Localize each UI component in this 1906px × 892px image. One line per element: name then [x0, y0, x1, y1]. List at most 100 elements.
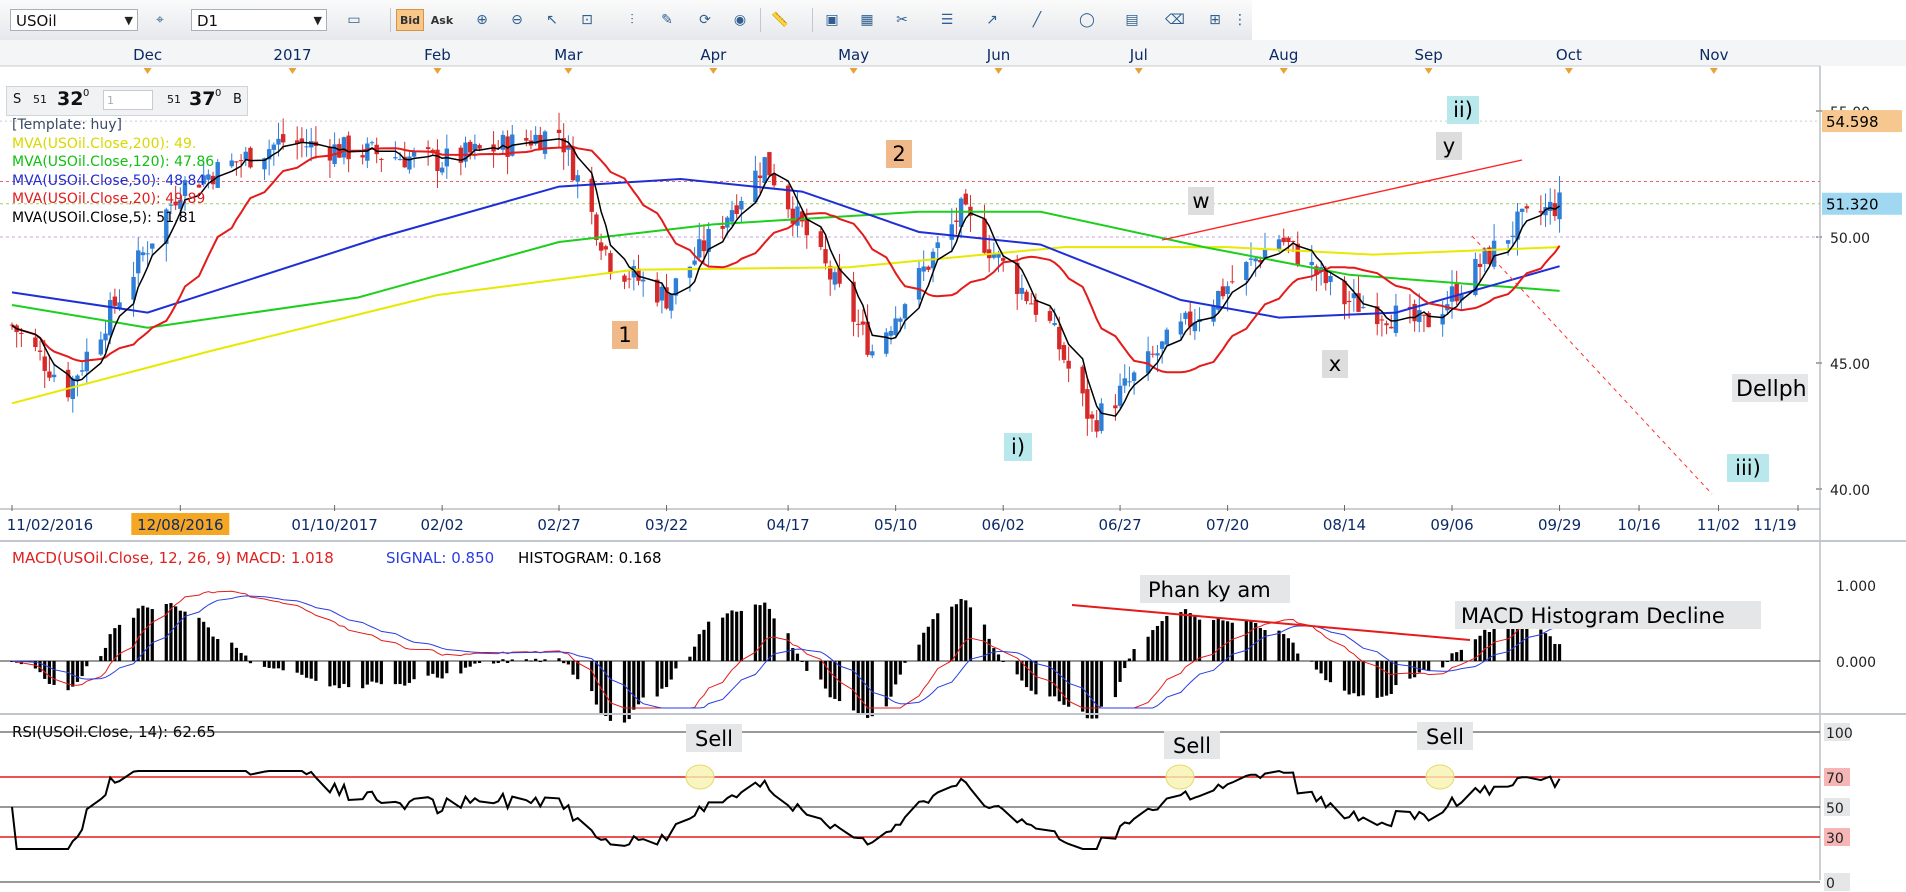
macd-hist-bar — [641, 661, 645, 698]
candle-body — [131, 276, 136, 300]
lot-input[interactable]: 1 — [103, 90, 153, 110]
macd-hist-bar — [1515, 624, 1520, 661]
buy-price-small: 51 — [167, 93, 181, 106]
macd-hist-bar — [1146, 636, 1150, 661]
macd-hist-bar — [739, 610, 743, 661]
bid-button[interactable]: Bid — [396, 9, 424, 31]
date-label: 10/16 — [1617, 516, 1660, 534]
date-label: 04/17 — [766, 516, 809, 534]
rsi-tick-label: 70 — [1826, 771, 1844, 787]
candle-body — [720, 225, 725, 229]
text-icon[interactable]: ▤ — [1125, 12, 1139, 28]
macd-hist-bar — [1024, 661, 1029, 688]
ruler-icon[interactable]: 📏 — [771, 12, 789, 28]
timeframe-select[interactable]: D1 ▼ — [191, 9, 327, 31]
ma-legend: [Template: huy] MVA(USOil.Close,200): 49… — [12, 116, 214, 227]
screenshot-icon[interactable]: ▣ — [825, 12, 839, 28]
candle-body — [1417, 310, 1422, 322]
candle-body — [9, 324, 15, 326]
pen-icon[interactable]: ╱ — [1032, 12, 1042, 28]
symbol-select[interactable]: USOil ▼ — [10, 9, 138, 31]
overflow-icon[interactable]: ⋮ — [1233, 12, 1247, 28]
macd-hist-bar — [145, 607, 150, 661]
tools-icon[interactable]: ✂ — [896, 12, 908, 28]
macd-hist-bar — [347, 661, 351, 688]
macd-hist-bar — [590, 661, 594, 692]
buy-price-big: 37 — [189, 88, 216, 110]
month-marker — [433, 68, 442, 74]
zoom-box-icon[interactable]: ⊡ — [581, 12, 593, 28]
macd-hist-bar — [262, 661, 267, 667]
zoom-in-icon[interactable]: ⊕ — [476, 12, 488, 28]
macd-hist-bar — [599, 661, 603, 714]
buy-price-sup: 0 — [215, 88, 222, 99]
ma120-line — [11, 210, 1560, 329]
hierarchy-icon[interactable]: ⊞ — [1209, 12, 1221, 28]
zoom-out-icon[interactable]: ⊖ — [511, 12, 523, 28]
macd-hist-bar — [309, 661, 313, 679]
candle-body — [140, 252, 146, 256]
candle-body — [636, 268, 641, 281]
candle-body — [669, 293, 674, 311]
candle-body — [33, 337, 38, 348]
macd-hist-bar — [370, 661, 374, 682]
macd-hist-bar — [150, 609, 154, 661]
lines-icon[interactable]: ⟳ — [699, 12, 711, 28]
candle-body — [234, 161, 239, 163]
crosshair-icon[interactable]: ⌖ — [156, 12, 164, 28]
candle-body — [1183, 312, 1188, 319]
candle-body — [926, 266, 931, 270]
candle-body — [655, 279, 660, 303]
measure-icon[interactable]: ⫶ — [630, 12, 634, 28]
candle-body — [1145, 351, 1151, 374]
candle-body — [1328, 275, 1333, 283]
candle-body — [1393, 305, 1399, 333]
wave-i-label: i) — [1011, 435, 1025, 459]
candle-body — [145, 253, 150, 255]
candle-body — [832, 272, 838, 285]
calendar-icon[interactable]: ▦ — [860, 12, 874, 28]
eraser-icon[interactable]: ⌫ — [1165, 12, 1185, 28]
macd-hist-bar — [1473, 639, 1477, 661]
macd-hist-bar — [276, 661, 281, 669]
macd-hist-bar — [1183, 609, 1188, 661]
macd-hist-bar — [982, 624, 987, 661]
macd-hist-bar — [473, 661, 477, 664]
cursor-icon[interactable]: ↖ — [546, 12, 558, 28]
macd-hist-bar — [337, 661, 341, 689]
macd-hist-bar — [1095, 661, 1099, 719]
candle-body — [739, 200, 744, 210]
macd-hist-bar — [538, 661, 542, 663]
candle-body — [921, 266, 926, 272]
indent-icon[interactable]: ☰ — [940, 12, 954, 28]
macd-hist-bar — [922, 632, 926, 661]
macd-hist-bar — [524, 659, 528, 661]
month-marker — [288, 68, 297, 74]
globe-icon[interactable]: ◉ — [733, 12, 747, 28]
draw-icon[interactable]: ✎ — [661, 12, 673, 28]
trendline — [1161, 159, 1523, 241]
macd-hist-bar — [43, 661, 47, 679]
macd-hist-bar — [655, 661, 659, 697]
macd-hist-bar — [660, 661, 664, 689]
line-width-icon[interactable]: ↗ — [986, 12, 998, 28]
candle-body — [262, 158, 267, 170]
ask-button[interactable]: Ask — [428, 9, 456, 31]
circle-icon[interactable]: ◯ — [1079, 12, 1095, 28]
candle-body — [659, 286, 665, 301]
chart-type-icon[interactable]: ▭ — [347, 12, 361, 28]
macd-hist-bar — [1328, 661, 1333, 683]
candle-body — [697, 239, 702, 258]
macd-hist-bar — [85, 661, 89, 667]
candle-body — [898, 318, 903, 322]
candle-body — [1524, 206, 1530, 209]
macd-hist-bar — [1254, 623, 1258, 661]
divider — [760, 8, 761, 32]
macd-hist-bar — [1380, 661, 1384, 697]
sell-price-sup: 0 — [83, 88, 90, 99]
bid-label: Bid — [399, 13, 421, 27]
macd-hist-bar — [936, 613, 940, 661]
macd-hist-bar — [1361, 661, 1365, 696]
